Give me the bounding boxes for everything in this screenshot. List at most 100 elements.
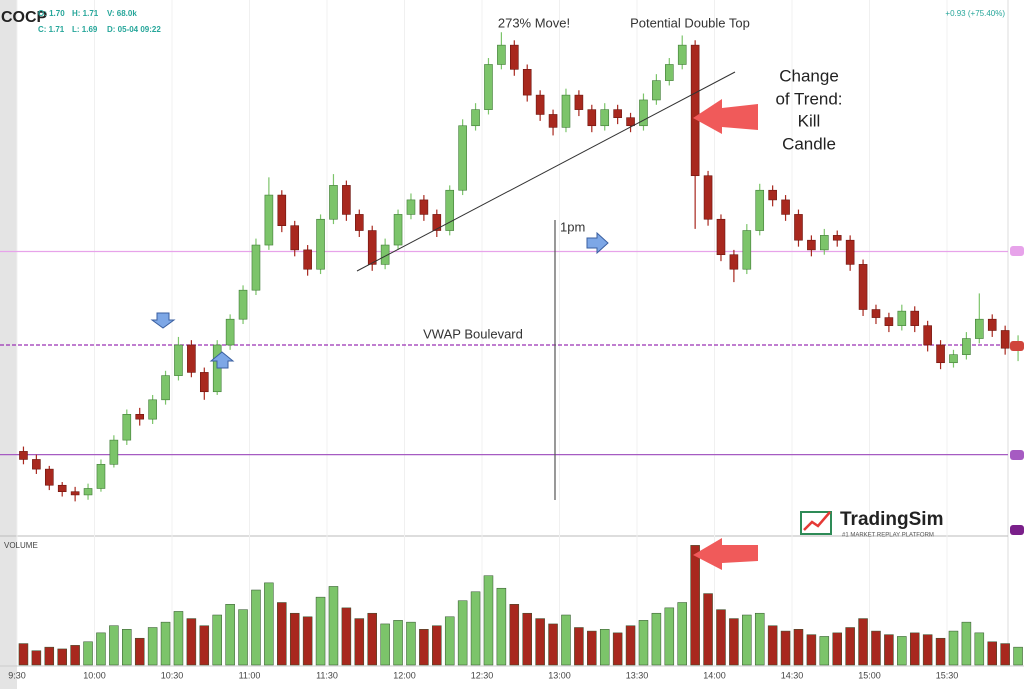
candle-body — [393, 214, 403, 246]
candle-body — [716, 218, 726, 256]
x-tick-label: 14:30 — [781, 670, 804, 680]
candle-body — [923, 325, 932, 346]
stat: V: 68.0k — [107, 9, 137, 18]
volume-bar — [625, 625, 636, 666]
annotation: Potential Double Top — [630, 15, 750, 30]
candle-body — [807, 239, 816, 251]
volume-bar — [858, 618, 868, 666]
logo-tagline: #1 MARKET REPLAY PLATFORM — [842, 533, 934, 539]
candle-body — [871, 309, 881, 318]
candle-body — [445, 189, 455, 231]
volume-bar — [845, 627, 855, 666]
candle-body — [652, 80, 661, 101]
volume-bar — [70, 645, 80, 666]
volume-bar — [160, 621, 171, 666]
candle-body — [238, 289, 248, 320]
volume-bar — [289, 612, 300, 666]
volume-bar — [780, 630, 791, 666]
candle-body — [432, 214, 442, 231]
annotation: 1pm — [560, 219, 585, 234]
stat: C: 1.71 — [38, 25, 65, 34]
candle-body — [83, 488, 93, 496]
candle-body — [820, 235, 829, 251]
volume-bar — [277, 602, 287, 666]
volume-bar — [186, 618, 197, 666]
x-tick-label: 10:00 — [83, 670, 106, 680]
volume-bar — [922, 634, 933, 666]
candle-body — [962, 338, 971, 355]
candle-body — [548, 114, 558, 128]
candle-body — [277, 194, 287, 226]
x-tick-label: 11:30 — [316, 670, 338, 680]
candle-body — [342, 185, 351, 215]
volume-bar — [729, 618, 739, 666]
volume-bar — [496, 587, 507, 666]
volume-bar — [935, 637, 946, 666]
candle-body — [703, 175, 713, 220]
candle-body — [484, 64, 493, 110]
volume-bar — [44, 646, 55, 666]
candle-body — [148, 399, 157, 420]
volume-bar — [509, 604, 520, 666]
volume-bar — [264, 582, 274, 666]
candle-body — [264, 194, 274, 246]
volume-bar — [18, 643, 29, 666]
candle-body — [406, 199, 416, 215]
volume-bar — [897, 636, 907, 666]
candle-body — [187, 344, 196, 373]
candle-body — [199, 372, 209, 393]
volume-bar — [742, 614, 752, 666]
blue-arrow-up — [209, 351, 235, 369]
annotation: 273% Move! — [498, 15, 570, 30]
volume-bar — [793, 629, 804, 666]
volume-bar — [251, 589, 261, 666]
logo-icon — [800, 511, 832, 535]
candle-body — [367, 230, 377, 265]
volume-bar — [31, 650, 42, 666]
volume-bar — [548, 623, 558, 666]
volume-bar — [225, 604, 235, 666]
stat: D: 05-04 09:22 — [107, 25, 161, 34]
candle-body — [794, 214, 803, 241]
volume-bar — [909, 632, 920, 666]
candle-body — [910, 310, 920, 326]
logo-icon — [803, 511, 831, 531]
volume-bar — [173, 611, 184, 666]
volume-bar — [884, 634, 894, 666]
stat: O: 1.70 — [38, 9, 65, 18]
blue-arrow-right — [586, 231, 609, 255]
candle-body — [96, 463, 106, 489]
volume-bar — [819, 636, 830, 666]
candle-body — [471, 109, 480, 127]
volume-bar — [483, 575, 494, 666]
volume-bar — [716, 609, 726, 666]
candle-body — [897, 310, 907, 326]
candle-body — [858, 264, 868, 310]
volume-bar — [987, 641, 997, 666]
annotation: VWAP Boulevard — [423, 326, 523, 341]
marks — [18, 32, 1023, 666]
candle-body — [135, 414, 145, 420]
volume-bar — [871, 630, 881, 666]
stat: L: 1.69 — [72, 25, 98, 34]
volume-bar — [974, 632, 985, 666]
blue-arrow-down — [150, 312, 176, 329]
candle-body — [845, 239, 855, 265]
price-tag — [1010, 450, 1024, 460]
candle-body — [742, 230, 752, 270]
candle-body — [936, 344, 945, 364]
candle-body — [677, 44, 687, 65]
candle-body — [380, 244, 390, 265]
candle-body — [600, 109, 610, 127]
candle-body — [987, 318, 997, 331]
candle-body — [574, 94, 584, 110]
candle-body — [19, 451, 28, 460]
candle-body — [587, 109, 597, 127]
price-tag — [1010, 525, 1024, 535]
red-arrow-volume — [693, 538, 758, 570]
volume-label: VOLUME — [4, 541, 38, 550]
kill-note: Change — [779, 66, 839, 85]
kill-note: Candle — [782, 134, 836, 153]
x-tick-label: 15:30 — [936, 670, 959, 680]
candle-body — [949, 354, 958, 364]
